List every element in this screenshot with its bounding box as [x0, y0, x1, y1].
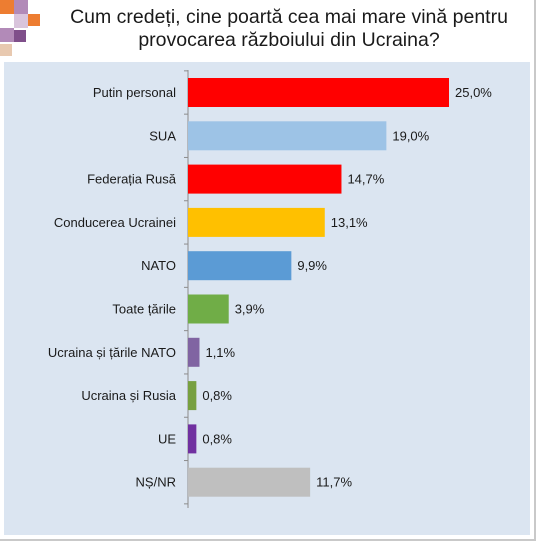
category-label: Ucraina și Rusia — [81, 388, 176, 403]
bar — [188, 424, 197, 454]
bar — [188, 78, 449, 107]
bar — [188, 381, 197, 411]
value-label: 0,8% — [202, 388, 232, 403]
value-label: 25,0% — [455, 85, 492, 100]
bar — [188, 337, 200, 367]
category-label: Federația Rusă — [87, 172, 177, 187]
chart-title-line-1: Cum credeți, cine poartă cea mai mare vi… — [70, 6, 508, 28]
category-label: Toate țările — [112, 302, 176, 317]
bar — [188, 207, 325, 237]
category-label: UE — [158, 431, 176, 446]
bar — [188, 251, 292, 281]
value-label: 0,8% — [202, 431, 232, 446]
value-label: 11,7% — [316, 475, 352, 490]
value-label: 3,9% — [235, 302, 265, 317]
bar — [188, 467, 311, 497]
logo-mosaic — [0, 0, 46, 60]
chart-title-line-2: provocarea războiului din Ucraina? — [138, 29, 440, 51]
category-label: NATO — [141, 258, 176, 273]
bar — [188, 294, 229, 324]
bar — [188, 164, 342, 194]
chart-title: Cum credeți, cine poartă cea mai mare vi… — [40, 6, 538, 52]
category-label: Ucraina și țările NATO — [48, 345, 176, 360]
value-label: 19,0% — [392, 128, 429, 143]
value-label: 14,7% — [347, 172, 384, 187]
value-label: 9,9% — [297, 258, 327, 273]
bar — [188, 121, 387, 151]
category-label: SUA — [149, 128, 176, 143]
value-label: 13,1% — [331, 215, 368, 230]
category-label: Putin personal — [93, 85, 176, 100]
category-label: NȘ/NR — [136, 475, 176, 490]
value-label: 1,1% — [205, 345, 235, 360]
category-label: Conducerea Ucrainei — [54, 215, 176, 230]
